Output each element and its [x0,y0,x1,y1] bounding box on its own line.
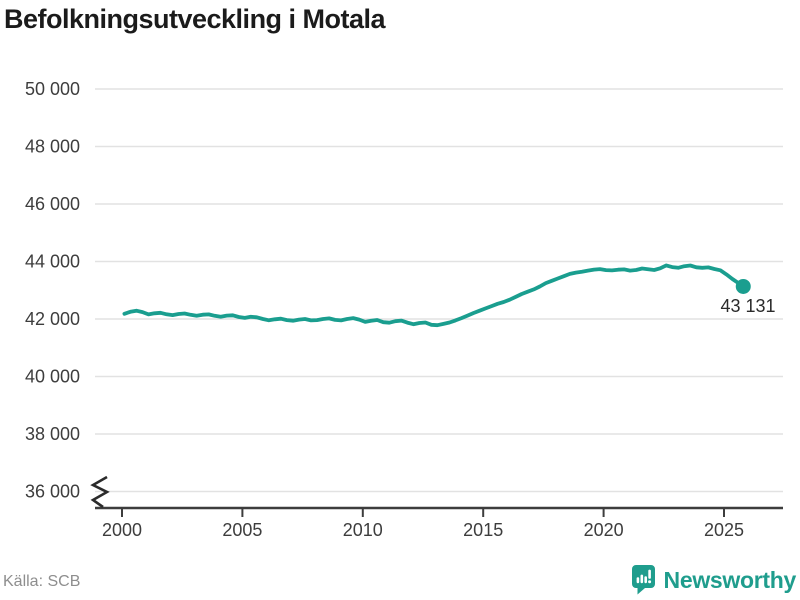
x-axis-label: 2015 [463,520,503,540]
newsworthy-logo[interactable]: Newsworthy [631,565,797,595]
last-value-label: 43 131 [720,296,775,316]
y-axis-label: 50 000 [25,79,80,99]
logo-bubble-shape [631,565,655,595]
logo-bar-3 [643,576,647,584]
x-axis-label: 2025 [704,520,744,540]
source-label: Källa: SCB [3,573,81,590]
y-axis-label: 46 000 [25,194,80,214]
chart-title: Befolkningsutveckling i Motala [4,4,386,34]
logo-exclamation-dot [647,580,651,584]
data-line [122,263,746,328]
logo-bar-1 [636,577,639,584]
last-point-marker [735,278,751,294]
y-axis-label: 40 000 [25,367,80,387]
y-axis-label: 42 000 [25,309,80,329]
x-axis-label: 2010 [343,520,383,540]
x-axis-label: 2020 [584,520,624,540]
logo-bar-2 [640,574,643,584]
x-axis-label: 2005 [222,520,262,540]
y-axis-label: 38 000 [25,424,80,444]
x-axis-label: 2000 [102,520,142,540]
logo-exclamation-bar [647,569,651,579]
y-axis-label: 44 000 [25,252,80,272]
newsworthy-wordmark: Newsworthy [663,566,797,593]
y-axis-label: 48 000 [25,137,80,157]
newsworthy-barchart-bubble-icon [631,565,655,595]
axis-break-icon [90,475,110,509]
y-axis-label: 36 000 [25,482,80,502]
